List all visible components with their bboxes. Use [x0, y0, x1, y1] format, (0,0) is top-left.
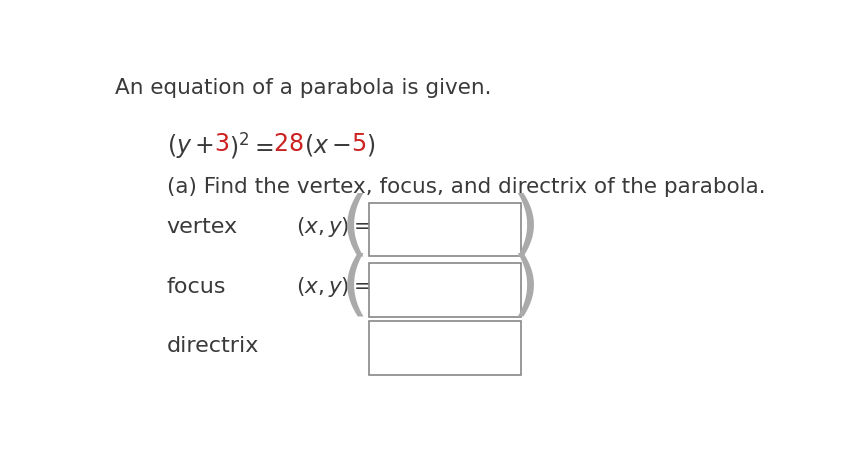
Text: $28$: $28$ — [274, 132, 304, 156]
Text: (a) Find the vertex, focus, and directrix of the parabola.: (a) Find the vertex, focus, and directri… — [167, 176, 765, 197]
Text: focus: focus — [167, 277, 226, 297]
Text: ): ) — [511, 253, 540, 322]
Text: $3$: $3$ — [214, 132, 228, 156]
Text: An equation of a parabola is given.: An equation of a parabola is given. — [115, 78, 492, 98]
Text: vertex: vertex — [167, 217, 238, 237]
Text: $(y + $: $(y + $ — [167, 132, 214, 160]
Text: ): ) — [511, 192, 540, 261]
FancyBboxPatch shape — [369, 202, 521, 256]
Text: (: ( — [341, 253, 369, 322]
Text: $(x - $: $(x - $ — [304, 132, 351, 158]
Text: $5$: $5$ — [351, 132, 366, 156]
Text: directrix: directrix — [167, 336, 259, 356]
Text: $)$: $)$ — [366, 132, 375, 158]
FancyBboxPatch shape — [369, 321, 521, 375]
Text: $(x, y) =$: $(x, y) =$ — [296, 215, 371, 239]
FancyBboxPatch shape — [369, 263, 521, 317]
Text: (: ( — [341, 192, 369, 261]
Text: $)^2 = $: $)^2 = $ — [228, 132, 274, 162]
Text: $(x, y) =$: $(x, y) =$ — [296, 275, 371, 299]
